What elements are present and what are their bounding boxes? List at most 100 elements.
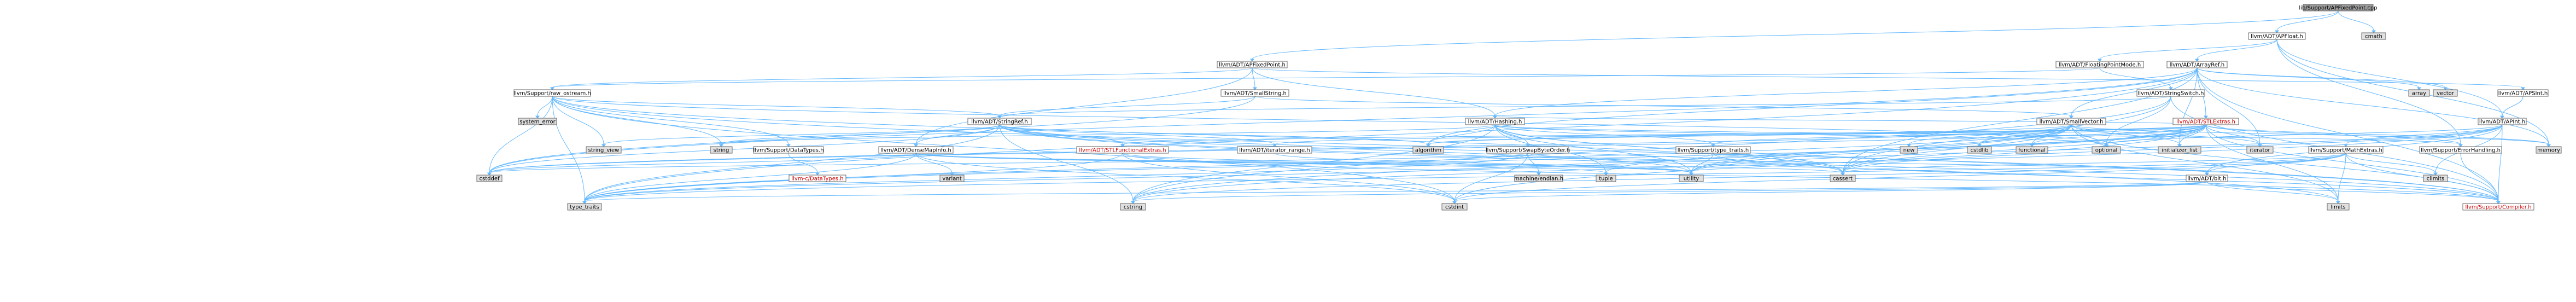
node-root: lib/Support/APFixedPoint.cpp (2299, 4, 2378, 11)
node-smallstring[interactable]: llvm/ADT/SmallString.h (1220, 89, 1289, 97)
node-vector: vector (2433, 89, 2458, 97)
edge-arrowhead (2433, 172, 2438, 176)
edge-line (2338, 10, 2374, 31)
node-apsint[interactable]: llvm/ADT/APSInt.h (2497, 89, 2549, 97)
node-box (567, 203, 602, 211)
node-bit[interactable]: llvm/ADT/bit.h (2186, 175, 2228, 182)
edge-stlextras-to-hashing (1493, 115, 2206, 125)
node-label: optional (2095, 148, 2118, 154)
node-stlextras[interactable]: llvm/ADT/STLExtras.h (2172, 118, 2239, 125)
node-rawostream[interactable]: llvm/Support/raw_ostream.h (513, 89, 591, 97)
node-arrayref[interactable]: llvm/ADT/ArrayRef.h (2166, 61, 2228, 68)
edge-bit-to-cstring (1131, 181, 2207, 204)
node-box (2497, 89, 2549, 97)
edge-typetraits_llvm-to-utility (1689, 153, 1714, 176)
node-box (2462, 203, 2534, 211)
node-label: functional (2018, 148, 2046, 154)
edge-line (552, 96, 789, 145)
node-mathextras[interactable]: llvm/Support/MathExtras.h (2308, 146, 2384, 154)
node-label: llvm/ADT/APFixedPoint.h (1219, 62, 1286, 68)
node-apint[interactable]: llvm/ADT/APInt.h (2478, 118, 2527, 125)
edge-line (2179, 67, 2198, 145)
node-iterrange[interactable]: llvm/ADT/iterator_range.h (1237, 146, 1312, 154)
edge-line (1454, 153, 2346, 202)
edge-densemapinfo-to-variant (915, 153, 954, 176)
node-typetraits_llvm[interactable]: llvm/Support/type_traits.h (1675, 146, 1751, 154)
node-label: llvm/ADT/SmallString.h (1223, 91, 1287, 97)
edge-arrowhead (1711, 144, 1715, 147)
node-datatypes[interactable]: llvm/Support/DataTypes.h (753, 146, 824, 154)
node-compiler[interactable]: llvm/Support/Compiler.h (2462, 203, 2534, 211)
edge-arrowhead (2177, 144, 2182, 147)
node-box (2423, 175, 2448, 182)
edge-arrowhead (2275, 30, 2279, 33)
node-stlfunc[interactable]: llvm/ADT/STLFunctionalExtras.h (1076, 146, 1169, 154)
edge-line (2206, 181, 2339, 202)
edge-line (2345, 153, 2436, 173)
node-label: llvm-c/DataTypes.h (791, 176, 843, 182)
node-layer: lib/Support/APFixedPoint.cpp llvm/ADT/APF… (476, 4, 2562, 211)
edge-arrowhead (1120, 144, 1125, 147)
node-box (1830, 175, 1856, 182)
node-label: climits (2427, 176, 2445, 182)
node-errhandling[interactable]: llvm/Support/ErrorHandling.h (2419, 146, 2502, 154)
node-box (1486, 146, 1569, 154)
node-stringswitch[interactable]: llvm/ADT/StringSwitch.h (2136, 89, 2205, 97)
edge-swapbyte-to-cstddef (487, 153, 1528, 176)
edge-swapbyte-to-machendian (1527, 153, 1541, 176)
node-hashing[interactable]: llvm/ADT/Hashing.h (1465, 118, 1525, 125)
node-box (2248, 32, 2306, 40)
edge-fpmode-to-rawostream (550, 67, 2100, 90)
node-box (753, 146, 824, 154)
node-box (2136, 89, 2205, 97)
node-label: llvm/ADT/bit.h (2187, 176, 2226, 182)
edge-arrowhead (2546, 144, 2551, 147)
edge-apfixed-to-smallstring (1252, 67, 1257, 90)
edge-line (584, 67, 2198, 202)
edge-rawostream-to-cstddef (487, 96, 553, 176)
edge-arrowhead (550, 87, 554, 90)
node-label: llvm/ADT/SmallVector.h (2040, 119, 2104, 125)
edge-arrowhead (950, 172, 954, 176)
node-new: new (1900, 146, 1918, 154)
node-box (710, 146, 733, 154)
edge-rawostream-to-typetraits (552, 96, 587, 204)
edge-smallvector-to-memory (2071, 124, 2551, 147)
edge-line (1691, 124, 2206, 173)
edge-line (2276, 39, 2461, 145)
edge-stlextras-to-errhandling (2205, 124, 2463, 147)
edge-smallvector-to-iterator (2071, 124, 2262, 147)
node-box (2186, 175, 2228, 182)
edge-line (2071, 124, 2339, 202)
edge-line (2197, 39, 2277, 60)
edge-arrowhead (997, 115, 1002, 119)
node-box (2433, 89, 2458, 97)
node-cdatatypes[interactable]: llvm-c/DataTypes.h (788, 175, 846, 182)
edge-line (999, 124, 1692, 173)
edge-line (1691, 153, 1714, 173)
node-smallvector[interactable]: llvm/ADT/SmallVector.h (2036, 118, 2106, 125)
node-box (2408, 89, 2430, 97)
node-label: cstdlib (1971, 148, 1989, 154)
node-label: string_view (588, 148, 620, 154)
edge-rawostream-to-cstdint (552, 96, 1457, 204)
edge-rawostream-to-datatypes (552, 96, 791, 147)
node-box (1900, 146, 1918, 154)
node-box (1237, 146, 1312, 154)
edge-line (552, 96, 585, 202)
node-box (967, 118, 1032, 125)
node-stringref[interactable]: llvm/ADT/StringRef.h (967, 118, 1032, 125)
edge-line (999, 124, 1134, 202)
node-swapbyte[interactable]: llvm/Support/SwapByteOrder.h (1486, 146, 1570, 154)
edge-line (2205, 124, 2461, 145)
node-label: llvm/ADT/StringSwitch.h (2137, 91, 2204, 97)
edge-line (1494, 124, 2499, 202)
edge-arrowhead (2030, 144, 2034, 147)
node-fpmode[interactable]: llvm/ADT/FloatingPointMode.h (2055, 61, 2144, 68)
node-densemapinfo[interactable]: llvm/ADT/DenseMapInfo.h (878, 146, 954, 154)
edge-line (489, 153, 1528, 173)
node-apfloat[interactable]: llvm/ADT/APFloat.h (2248, 32, 2306, 40)
node-label: initializer_list (2162, 148, 2198, 154)
node-apfixed[interactable]: llvm/ADT/APFixedPoint.h (1217, 61, 1288, 68)
edge-line (489, 96, 1255, 173)
